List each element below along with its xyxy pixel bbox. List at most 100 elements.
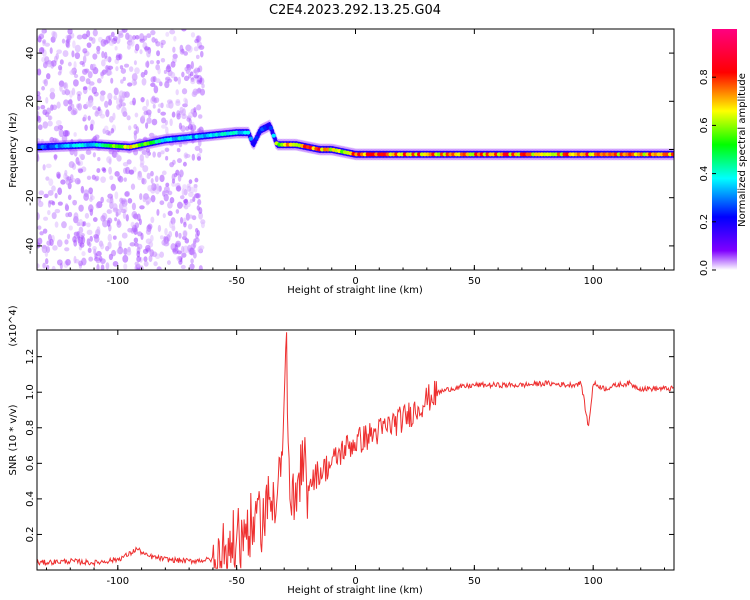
spectral-speckle — [113, 95, 118, 101]
spectral-speckle — [137, 243, 143, 250]
spectral-speckle — [84, 124, 88, 131]
spectral-speckle — [122, 76, 126, 82]
spectral-speckle — [106, 209, 111, 214]
spectral-speckle — [115, 66, 119, 72]
spectral-speckle — [182, 245, 189, 254]
spectral-speckle — [71, 50, 75, 58]
spectral-speckle — [64, 169, 68, 177]
spectral-speckle — [48, 178, 54, 187]
spectral-speckle — [166, 99, 173, 104]
spectral-speckle — [193, 106, 197, 113]
spectral-speckle — [96, 168, 101, 173]
spectral-speckle — [67, 29, 73, 35]
colorbar-label: Normalized spectral amplitude — [737, 73, 748, 227]
spectral-speckle — [160, 150, 165, 155]
spectral-speckle — [106, 198, 112, 203]
spectral-speckle — [92, 53, 98, 60]
spectral-speckle — [140, 97, 145, 103]
y-tick-label: -40 — [25, 238, 36, 254]
spectral-speckle — [78, 153, 85, 159]
spectral-speckle — [59, 59, 64, 65]
spectral-speckle — [115, 153, 120, 161]
spectral-speckle — [57, 71, 62, 76]
spectral-speckle — [73, 61, 77, 69]
spectral-speckle — [37, 105, 41, 111]
spectral-speckle — [69, 69, 76, 76]
spectral-speckle — [88, 241, 92, 248]
spectral-speckle — [47, 115, 53, 121]
spectral-speckle — [110, 31, 115, 38]
x-tick-label: -100 — [106, 276, 129, 287]
spectral-speckle — [79, 75, 86, 82]
spectral-speckle — [86, 42, 92, 48]
spectral-speckle — [56, 239, 63, 248]
spectral-speckle — [37, 68, 42, 76]
spectral-speckle — [127, 198, 133, 204]
spectral-speckle — [128, 66, 134, 72]
x-tick-label: 0 — [352, 576, 358, 587]
spectral-speckle — [78, 204, 84, 212]
spectral-speckle — [42, 109, 48, 116]
spectral-speckle — [157, 103, 164, 108]
snr-y-ticks: 0.2 0.4 0.6 0.8 1.0 1.2 — [25, 349, 674, 542]
spectral-speckle — [96, 78, 102, 84]
spectral-speckle — [74, 52, 81, 60]
spectral-speckle — [133, 132, 138, 141]
y-tick-label: 1.0 — [25, 384, 36, 400]
spectral-speckle — [182, 140, 189, 146]
ridge-core — [670, 152, 674, 157]
spectrogram-background — [37, 29, 674, 270]
spectral-speckle — [64, 89, 71, 96]
spectral-speckle — [47, 210, 51, 216]
spectral-speckle — [64, 203, 69, 210]
snr-x-ticks: -100 -50 0 50 100 — [46, 330, 665, 587]
spectral-speckle — [66, 233, 71, 240]
spectral-speckle — [49, 47, 53, 54]
spectral-speckle — [87, 115, 91, 121]
spectral-speckle — [122, 211, 127, 220]
spectral-speckle — [65, 179, 71, 186]
spectral-speckle — [89, 99, 94, 107]
spectral-speckle — [87, 71, 93, 79]
spectral-speckle — [176, 185, 182, 192]
spectral-speckle — [45, 163, 52, 169]
spectral-speckle — [91, 86, 98, 95]
spectral-speckle — [116, 104, 121, 110]
spectral-speckle — [108, 166, 112, 175]
spectral-speckle — [41, 86, 45, 91]
spectral-speckle — [175, 100, 181, 107]
spectral-speckle — [145, 122, 149, 129]
spectral-speckle — [80, 185, 85, 194]
spectral-speckle — [164, 147, 170, 153]
spectral-speckle — [151, 118, 158, 126]
spectral-speckle — [99, 113, 106, 119]
spectral-speckle — [118, 202, 124, 211]
spectral-speckle — [77, 93, 81, 102]
spectral-speckle — [112, 261, 119, 267]
spectral-speckle — [68, 225, 73, 231]
spectral-speckle — [133, 149, 139, 156]
spectral-speckle — [145, 99, 149, 107]
spectral-speckle — [82, 55, 87, 64]
spectral-speckle — [111, 249, 117, 257]
spectral-speckle — [49, 238, 54, 247]
spectral-speckle — [116, 30, 123, 36]
spectral-speckle — [161, 124, 167, 129]
spectral-speckle — [49, 87, 55, 93]
spectral-speckle — [92, 136, 98, 142]
spectral-speckle — [96, 45, 101, 52]
spectral-speckle — [163, 69, 167, 75]
spectral-speckle — [187, 123, 193, 130]
spectral-speckle — [150, 30, 156, 36]
spectral-speckle — [44, 42, 51, 47]
spectral-speckle — [109, 41, 115, 46]
spectral-speckle — [197, 245, 203, 253]
spectral-speckle — [65, 212, 70, 218]
spectral-speckle — [73, 74, 79, 79]
spectrogram-x-label: Height of straight line (km) — [287, 285, 423, 296]
spectral-speckle — [79, 60, 85, 66]
spectral-speckle — [153, 261, 158, 267]
snr-panel: -100 -50 0 50 100 0.2 0.4 0.6 0.8 1.0 1.2 Height … — [8, 305, 675, 596]
spectral-speckle — [74, 44, 81, 53]
